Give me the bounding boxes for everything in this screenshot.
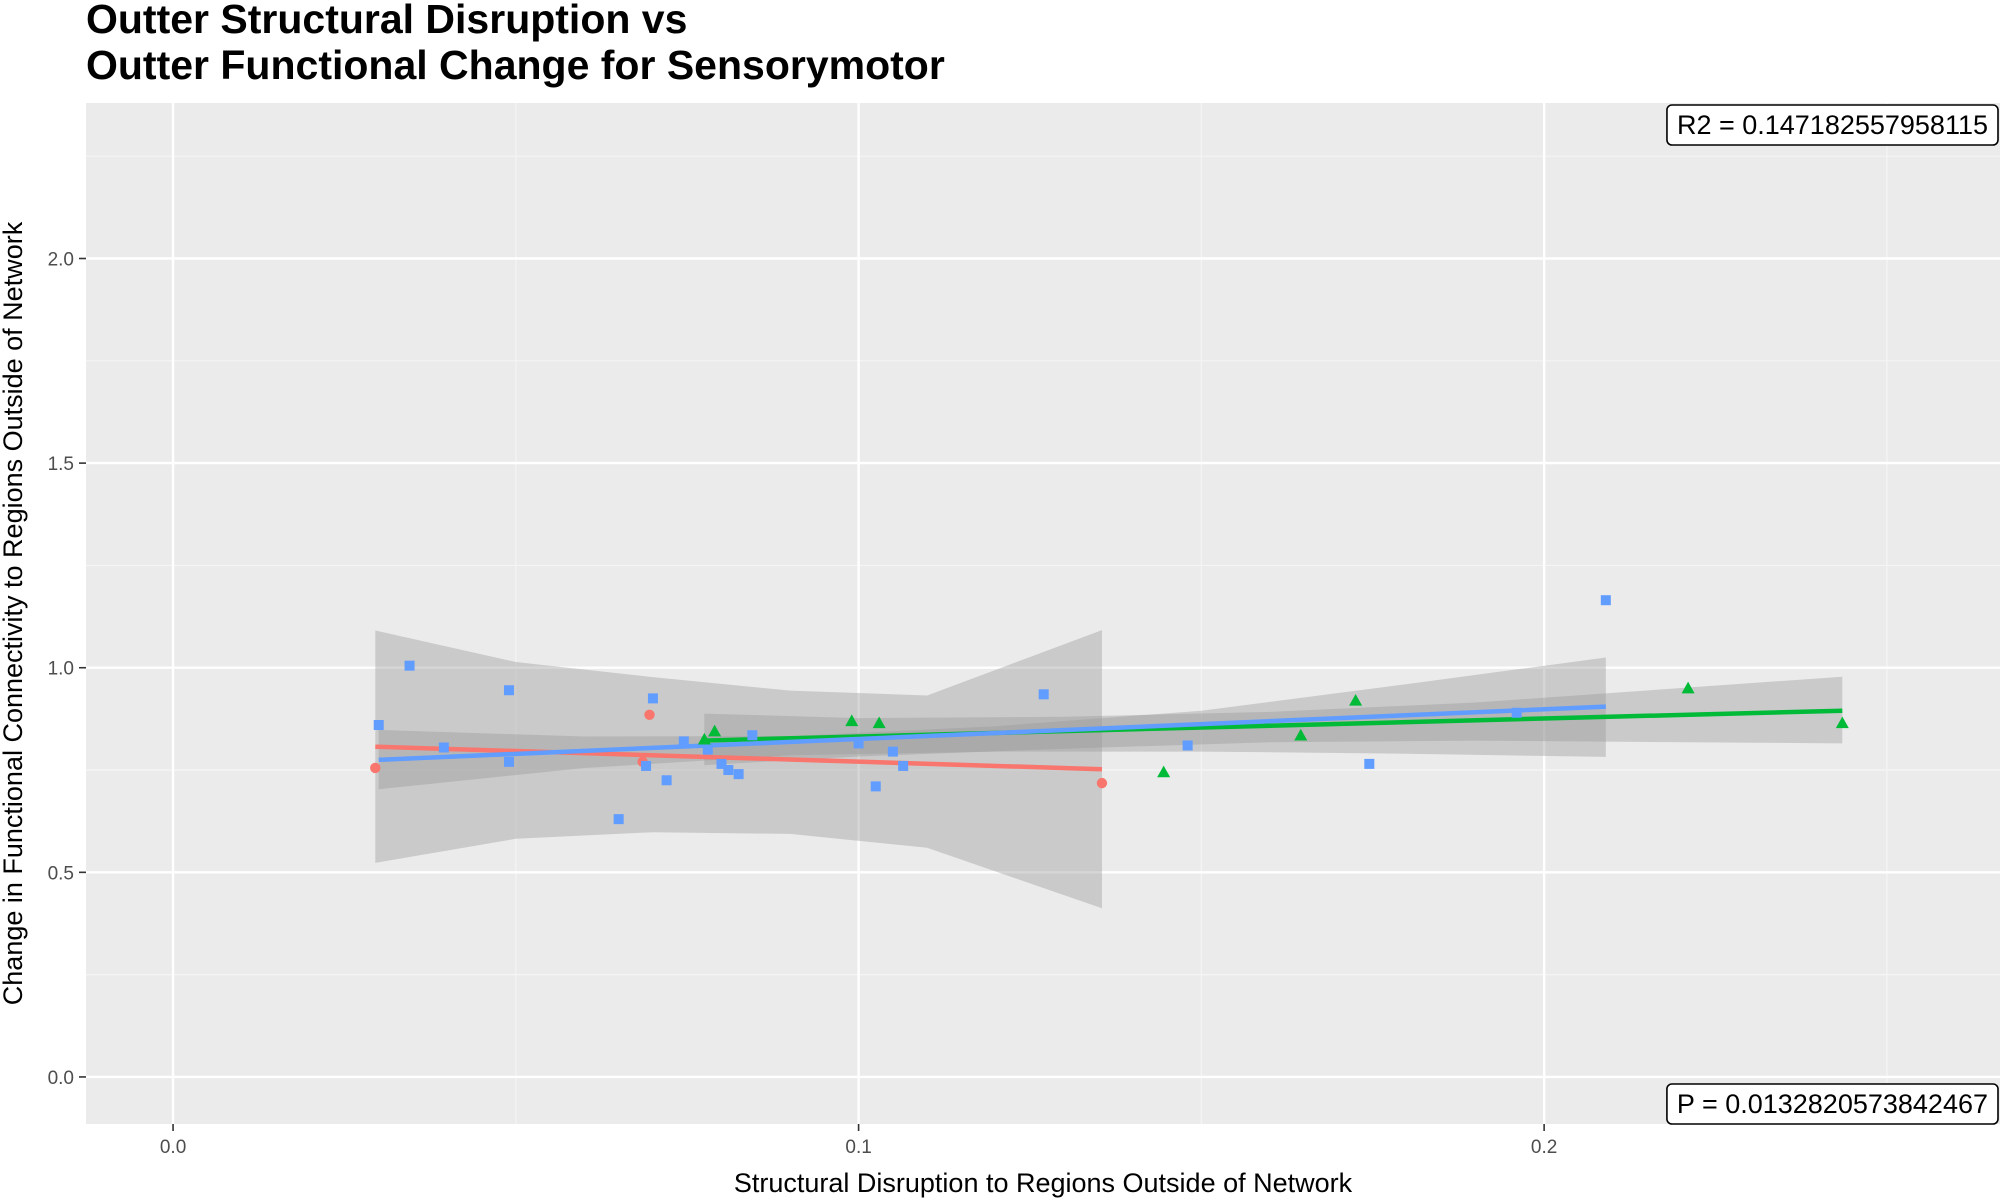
y-tick-label: 2.0 bbox=[48, 250, 74, 271]
y-tick-label: 0.5 bbox=[48, 863, 74, 884]
data-point bbox=[898, 760, 909, 771]
data-point bbox=[647, 693, 658, 704]
data-point bbox=[716, 758, 727, 769]
data-point bbox=[733, 769, 744, 780]
x-axis-ticks: 0.0 0.1 0.2 bbox=[160, 1124, 1557, 1158]
data-point bbox=[697, 732, 711, 745]
x-axis-label: Structural Disruption to Regions Outside… bbox=[734, 1168, 1353, 1198]
data-point bbox=[1600, 595, 1611, 606]
data-point bbox=[1182, 740, 1193, 751]
x-tick-label: 0.0 bbox=[160, 1137, 186, 1158]
data-point bbox=[503, 756, 514, 767]
data-point bbox=[1096, 777, 1108, 789]
data-point bbox=[661, 775, 672, 786]
data-point bbox=[373, 720, 384, 731]
major-gridlines bbox=[86, 103, 2000, 1124]
data-point bbox=[404, 660, 415, 671]
chart-title-line-2: Outter Functional Change for Sensorymoto… bbox=[86, 42, 945, 88]
data-point bbox=[870, 781, 881, 792]
r2-annotation: R2 = 0.147182557958115 bbox=[1666, 104, 1999, 146]
p-annotation-text: P = 0.0132820573842467 bbox=[1677, 1089, 1988, 1119]
data-point bbox=[702, 744, 713, 755]
data-point bbox=[370, 762, 381, 774]
x-tick-label: 0.1 bbox=[845, 1137, 871, 1158]
data-point bbox=[845, 714, 859, 727]
y-tick-label: 1.0 bbox=[48, 659, 74, 680]
data-point bbox=[853, 738, 864, 749]
x-tick-label: 0.2 bbox=[1531, 1137, 1557, 1158]
p-annotation-box bbox=[1666, 1083, 1999, 1125]
data-point bbox=[1835, 716, 1849, 729]
y-axis-label: Change in Functional Connectivity to Reg… bbox=[0, 221, 28, 1005]
regression-line-0 bbox=[375, 744, 1103, 772]
data-point bbox=[678, 736, 689, 747]
data-point bbox=[872, 716, 886, 729]
regression-line-2 bbox=[378, 704, 1606, 763]
data-point bbox=[503, 685, 514, 696]
data-point bbox=[708, 724, 722, 737]
y-tick-label: 1.5 bbox=[48, 454, 74, 475]
regression-lines bbox=[375, 704, 1843, 772]
data-points bbox=[370, 595, 1849, 825]
data-point bbox=[1038, 689, 1049, 700]
minor-gridlines bbox=[86, 103, 2000, 1124]
plot-panel bbox=[86, 103, 2000, 1124]
y-axis-ticks: 0.0 0.5 1.0 1.5 2.0 bbox=[48, 250, 86, 1089]
data-point bbox=[438, 742, 449, 753]
data-point bbox=[887, 746, 898, 757]
data-point bbox=[1364, 758, 1375, 769]
y-tick-label: 0.0 bbox=[48, 1068, 74, 1089]
data-point bbox=[1511, 707, 1522, 718]
p-annotation: P = 0.0132820573842467 bbox=[1666, 1083, 1999, 1125]
data-point bbox=[1681, 681, 1695, 694]
data-point bbox=[747, 730, 758, 741]
r2-annotation-box bbox=[1666, 104, 1999, 146]
data-point bbox=[1157, 765, 1171, 778]
data-point bbox=[644, 709, 655, 720]
data-point bbox=[723, 765, 734, 776]
data-point bbox=[613, 814, 624, 825]
data-point bbox=[641, 760, 652, 771]
chart-title-line-1: Outter Structural Disruption vs bbox=[86, 0, 688, 42]
data-point bbox=[1349, 693, 1363, 706]
r2-annotation-text: R2 = 0.147182557958115 bbox=[1677, 110, 1988, 140]
data-point bbox=[1294, 728, 1308, 741]
